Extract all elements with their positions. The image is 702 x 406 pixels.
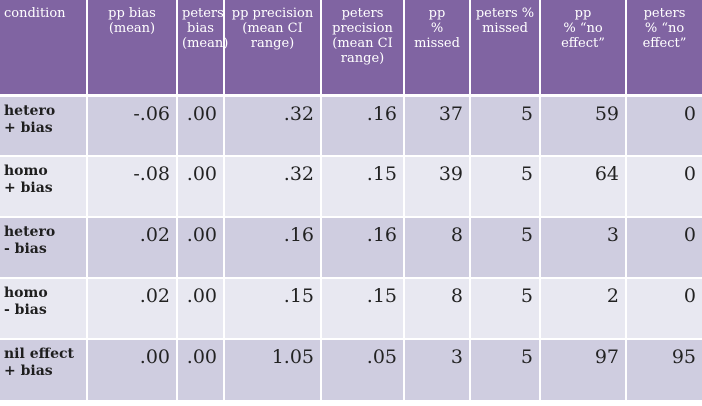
header-pp-no-effect: pp% “no effect” — [539, 0, 626, 97]
cell-peters-no-effect: 0 — [625, 216, 702, 278]
cell-condition: nil effect + bias — [0, 338, 87, 400]
table-body: hetero + bias -.06.00.32.16 37 5 59 0 homo + bia… — [0, 94, 702, 400]
cell-pp-no-effect: 97 — [539, 338, 626, 400]
cell-peters-precision: .05 — [320, 338, 404, 400]
cell-peters-precision: .16 — [320, 94, 404, 156]
condition-label-line: - bias — [4, 302, 47, 318]
condition-label-line: + bias — [4, 180, 53, 196]
header-label-line: pp precision — [231, 6, 314, 21]
cell-peters-bias: .00 — [176, 338, 224, 400]
table-row: hetero + bias -.06.00.32.16 37 5 59 0 — [0, 94, 702, 156]
cell-pp-precision: 1.05 — [223, 338, 321, 400]
header-pp-bias: pp bias (mean) — [86, 0, 177, 97]
table-row: hetero - bias .02.00.16.16 8 5 3 0 — [0, 216, 702, 278]
header-label-line: bias — [187, 21, 214, 36]
cell-peters-bias: .00 — [176, 155, 224, 217]
cell-peters-bias: .00 — [176, 277, 224, 339]
condition-label-line: hetero — [4, 102, 56, 119]
condition-label-line: + bias — [4, 363, 53, 379]
cell-pp-bias: .02 — [86, 216, 177, 278]
cell-pp-missed: 3 — [403, 338, 470, 400]
cell-peters-no-effect: 0 — [625, 94, 702, 156]
header-label-line: range) — [340, 51, 385, 66]
cell-peters-bias: .00 — [176, 216, 224, 278]
header-label-line: pp — [428, 6, 446, 21]
condition-label-line: homo — [4, 285, 48, 301]
header-pp-precision: pp precision (mean CI range) — [223, 0, 321, 97]
condition-label-line: hetero — [4, 224, 56, 240]
cell-condition: homo + bias — [0, 155, 87, 217]
header-label-line: % “no — [644, 21, 685, 36]
cell-pp-bias: -.08 — [86, 155, 177, 217]
header-peters-no-effect: peters% “no effect” — [625, 0, 702, 97]
cell-peters-bias: .00 — [176, 94, 224, 156]
header-label-line: (mean CI — [242, 21, 303, 36]
condition-label-line: homo — [4, 163, 48, 179]
cell-peters-no-effect: 0 — [625, 277, 702, 339]
cell-pp-no-effect: 3 — [539, 216, 626, 278]
cell-pp-bias: .02 — [86, 277, 177, 339]
header-label-line: condition — [4, 6, 66, 21]
cell-peters-missed: 5 — [469, 94, 540, 156]
cell-pp-no-effect: 64 — [539, 155, 626, 217]
header-label-line: peters — [643, 6, 686, 21]
table-row: homo + bias -.08.00.32.15 39 5 64 0 — [0, 155, 702, 217]
header-pp-missed: pp% missed — [403, 0, 470, 97]
header-label-line: pp bias — [108, 6, 156, 21]
cell-pp-missed: 8 — [403, 277, 470, 339]
cell-peters-missed: 5 — [469, 155, 540, 217]
cell-peters-precision: .16 — [320, 216, 404, 278]
cell-condition: hetero + bias — [0, 94, 87, 156]
header-peters-bias: peters bias (mean) — [176, 0, 229, 97]
cell-pp-precision: .15 — [223, 277, 321, 339]
header-label-line: (mean) — [108, 21, 156, 36]
table-header: condition pp bias (mean) peters bias (mean) pp… — [0, 0, 702, 97]
header-condition: condition — [0, 0, 87, 97]
table-row: nil effect + bias .00.00 1.05.05 3 5 97 95 — [0, 338, 702, 400]
cell-peters-no-effect: 0 — [625, 155, 702, 217]
cell-condition: homo - bias — [0, 277, 87, 339]
header-label-line: peters — [341, 6, 384, 21]
header-peters-precision: peters precision (mean CI range) — [320, 0, 404, 97]
cell-peters-missed: 5 — [469, 216, 540, 278]
condition-label-line: + bias — [4, 119, 53, 136]
header-label-line: peters % — [475, 6, 535, 21]
cell-pp-no-effect: 59 — [539, 94, 626, 156]
header-row: condition pp bias (mean) peters bias (mean) pp… — [0, 0, 702, 97]
condition-label-line: - bias — [4, 241, 47, 257]
cell-pp-missed: 39 — [403, 155, 470, 217]
cell-peters-no-effect: 95 — [625, 338, 702, 400]
header-label-line: missed — [414, 36, 460, 51]
cell-pp-missed: 8 — [403, 216, 470, 278]
header-label-line: (mean) — [182, 36, 229, 51]
header-label-line: effect” — [642, 36, 687, 51]
header-label-line: precision — [332, 21, 393, 36]
cell-condition: hetero - bias — [0, 216, 87, 278]
table-row: homo - bias .02.00.15.15 8 5 2 0 — [0, 277, 702, 339]
condition-label-line: nil effect — [4, 346, 74, 362]
cell-peters-precision: .15 — [320, 155, 404, 217]
header-label-line: peters — [182, 6, 224, 21]
cell-pp-precision: .32 — [223, 155, 321, 217]
cell-pp-bias: -.06 — [86, 94, 177, 156]
cell-peters-missed: 5 — [469, 338, 540, 400]
cell-peters-precision: .15 — [320, 277, 404, 339]
cell-pp-missed: 37 — [403, 94, 470, 156]
header-label-line: (mean CI — [332, 36, 393, 51]
header-label-line: % — [430, 21, 444, 36]
header-label-line: missed — [482, 21, 528, 36]
cell-peters-missed: 5 — [469, 277, 540, 339]
cell-pp-precision: .16 — [223, 216, 321, 278]
cell-pp-precision: .32 — [223, 94, 321, 156]
header-label-line: effect” — [561, 36, 605, 51]
header-label-line: % “no — [563, 21, 603, 36]
cell-pp-bias: .00 — [86, 338, 177, 400]
header-peters-missed: peters % missed — [469, 0, 540, 97]
cell-pp-no-effect: 2 — [539, 277, 626, 339]
header-label-line: range) — [250, 36, 295, 51]
header-label-line: pp — [574, 6, 592, 21]
